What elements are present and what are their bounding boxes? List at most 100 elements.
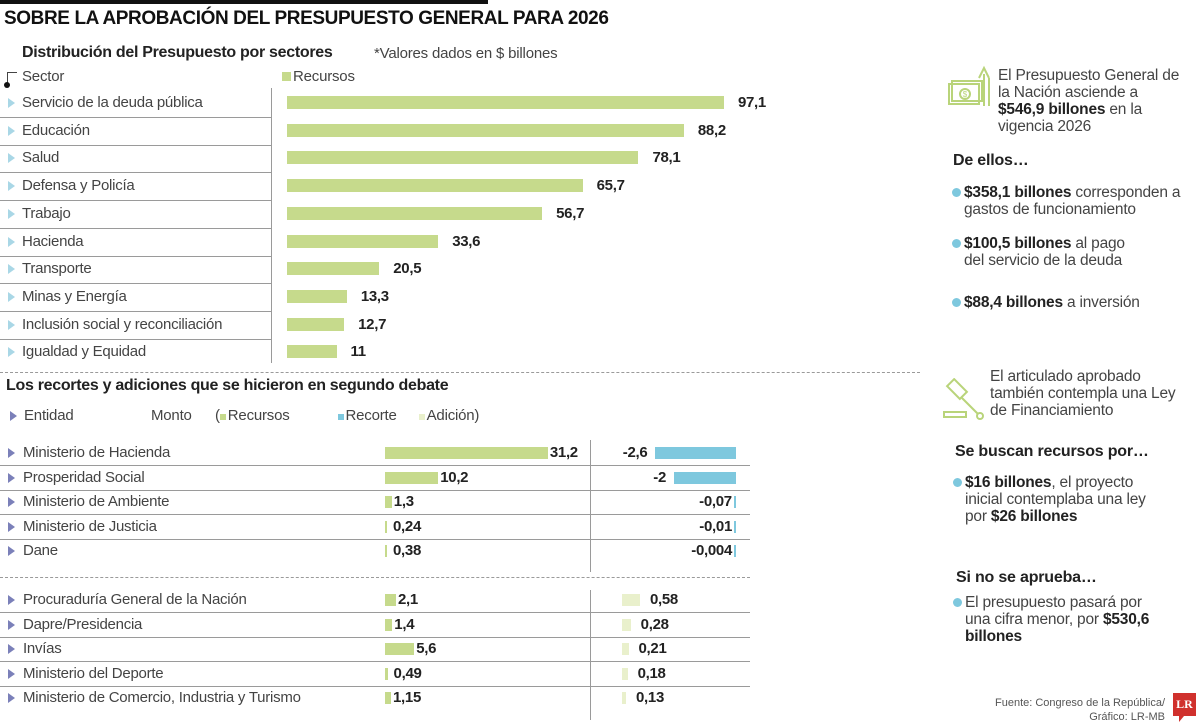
category-label: Defensa y Policía (22, 177, 135, 195)
bar-adicion (622, 618, 631, 631)
text-segment: corresponden a gastos de funcionamiento (964, 184, 1181, 218)
entity-header: Entidad (24, 407, 74, 424)
text-segment: a inversión (1062, 294, 1140, 311)
bar-recursos (385, 496, 392, 508)
money-arrow-up-icon: $ (948, 65, 990, 106)
source-text: Fuente: Congreso de la República/ (995, 697, 1165, 709)
sector-header: Sector (22, 68, 65, 85)
value-label: 0,28 (640, 615, 669, 633)
category-label: Minas y Energía (22, 287, 127, 305)
bar-recursos (287, 179, 583, 193)
axis-line (590, 590, 591, 720)
value-label: 0,24 (393, 517, 421, 535)
row-marker-icon (8, 644, 15, 654)
row-marker-icon (8, 595, 15, 605)
value-label: 88,2 (697, 121, 726, 139)
value-label: 31,2 (549, 444, 578, 461)
text-segment: LR (1176, 697, 1193, 711)
category-label: Inclusión social y reconciliación (22, 315, 223, 333)
row-marker-icon (8, 264, 15, 275)
bar-recorte (655, 447, 736, 459)
row-separator (0, 514, 750, 515)
entity-label: Dane (23, 542, 58, 559)
row-separator (0, 538, 750, 540)
bar-adicion (622, 594, 640, 606)
row-marker-icon (8, 497, 15, 507)
value-label: 12,7 (358, 315, 387, 333)
bar-recursos (385, 667, 388, 680)
bar-adicion (622, 667, 628, 680)
category-label: Transporte (22, 260, 92, 278)
value-label: 0,38 (393, 542, 421, 559)
legend-swatch-adicion (418, 414, 425, 420)
sectors-chart-title: Distribución del Presupuesto por sectore… (22, 44, 333, 61)
bar-recursos (385, 520, 387, 533)
lr-logo-tail (1179, 716, 1184, 722)
value-label: 13,3 (360, 287, 389, 305)
bullet-dot (952, 298, 961, 307)
category-label: Servicio de la deuda pública (22, 94, 203, 111)
cuts-chart-title: Los recortes y adiciones que se hicieron… (6, 377, 449, 394)
value-label: -0,01 (699, 517, 732, 535)
budget-total-text: El Presupuesto General de la Nación asci… (998, 67, 1188, 135)
row-marker-icon (8, 98, 15, 108)
row-marker-icon (8, 153, 15, 164)
bar-recursos (287, 123, 684, 137)
bullet-dot (953, 598, 962, 607)
bar-recursos (287, 96, 724, 109)
row-separator (0, 227, 271, 229)
bar-recursos (385, 618, 393, 631)
graphic-credit: Gráfico: LR-MB (1089, 711, 1165, 723)
category-label: Hacienda (22, 232, 84, 250)
bar-recorte (733, 496, 736, 508)
value-label: 2,1 (397, 591, 418, 608)
bar-recorte (734, 545, 736, 557)
text-segment: $88,4 billones (964, 294, 1063, 311)
row-marker-icon (8, 181, 15, 192)
row-separator (0, 255, 271, 257)
entity-label: Ministerio de Comercio, Industria y Turi… (23, 689, 301, 706)
bullet-dot (952, 239, 961, 248)
row-separator (0, 661, 750, 662)
bar-recorte (674, 471, 736, 484)
entity-label: Dapre/Presidencia (23, 615, 143, 633)
se-buscan-heading: Se buscan recursos por… (955, 443, 1149, 460)
bar-recursos (385, 594, 396, 606)
top-rule (0, 0, 488, 4)
value-label: 1,3 (393, 493, 414, 510)
legend-swatch-recorte (337, 414, 344, 420)
bar-recursos (385, 545, 387, 557)
value-label: 20,5 (393, 260, 422, 278)
bar-recursos (287, 234, 439, 248)
legend-label-adicion: Adición (426, 407, 475, 424)
text-segment: El presupuesto pasará por una cifra meno… (965, 594, 1142, 628)
row-separator (0, 310, 271, 312)
value-label: -2,6 (622, 444, 648, 461)
value-label: 0,21 (638, 640, 667, 657)
value-label: 56,7 (556, 204, 585, 222)
category-label: Igualdad y Equidad (22, 343, 146, 361)
no-aprueba-heading: Si no se aprueba… (956, 569, 1097, 586)
row-marker-icon (8, 448, 15, 458)
entity-label: Invías (23, 640, 62, 657)
bar-recursos (385, 692, 391, 704)
value-label: -2 (653, 468, 666, 486)
legend-recursos: Recursos (282, 68, 355, 85)
de-ellos-heading: De ellos… (953, 152, 1029, 169)
text-segment: $358,1 billones (964, 184, 1072, 201)
category-label: Trabajo (22, 204, 71, 222)
gavel-icon (943, 378, 984, 420)
value-label: 0,13 (636, 689, 665, 706)
text-segment: El Presupuesto General de la Nación asci… (998, 67, 1180, 101)
legend-swatch-recursos (219, 414, 226, 420)
entity-label: Ministerio del Deporte (23, 664, 164, 682)
bar-recursos (287, 317, 345, 331)
text-segment: en la vigencia 2026 (998, 101, 1142, 135)
row-separator (0, 117, 271, 118)
legend-label: Recursos (293, 68, 355, 85)
row-marker-icon (8, 125, 15, 136)
category-label: Salud (22, 149, 60, 167)
value-label: 78,1 (652, 149, 681, 167)
no-approval-item: El presupuesto pasará por una cifra meno… (965, 594, 1155, 645)
svg-text:$: $ (963, 90, 968, 99)
